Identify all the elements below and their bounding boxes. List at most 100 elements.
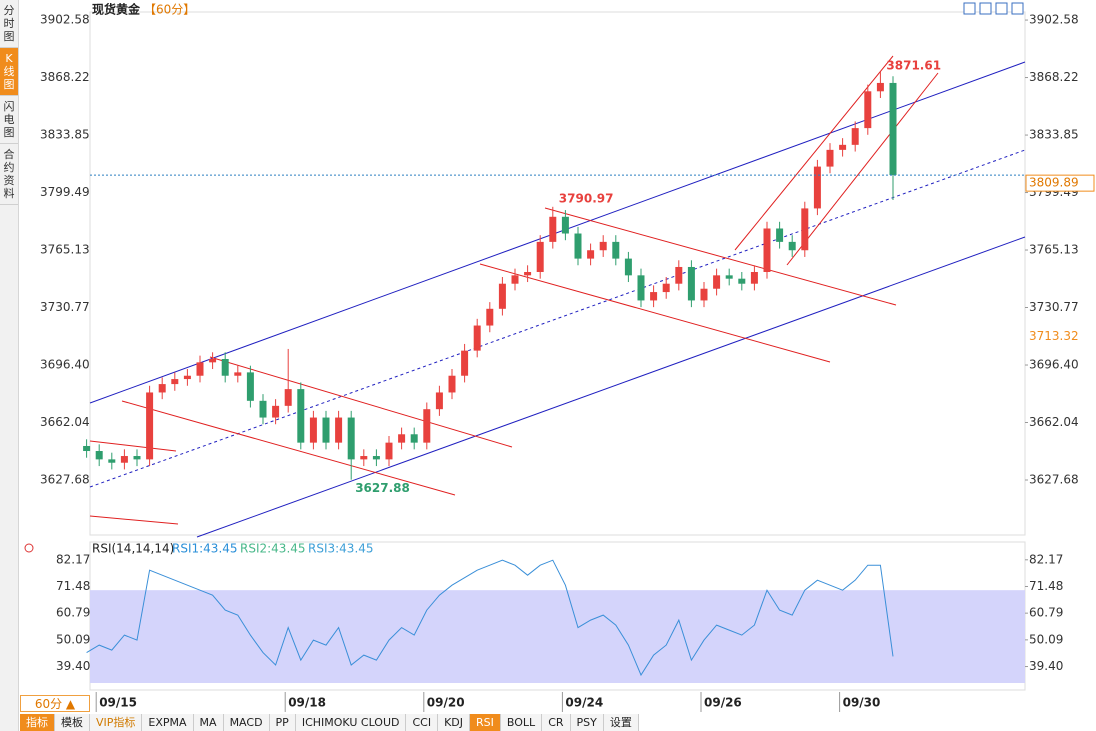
candle-body: [486, 308, 494, 326]
last-price-label: 3809.89: [1029, 176, 1079, 190]
icon-button[interactable]: [995, 2, 1008, 15]
candle-body: [876, 82, 884, 92]
candle-body: [650, 292, 658, 301]
indicator-tab[interactable]: VIP指标: [90, 714, 143, 731]
candle-body: [410, 434, 418, 443]
candle-body: [612, 241, 620, 259]
y-tick-label-right: 3833.85: [1029, 128, 1079, 142]
trend-line: [121, 400, 456, 496]
candle-body: [788, 241, 796, 251]
x-tick-label: 09/26: [704, 696, 742, 710]
candle-body: [372, 456, 380, 460]
y-tick-label: 3730.77: [40, 300, 90, 314]
sidebar-tab[interactable]: 闪电图: [0, 96, 18, 144]
candle-body: [675, 266, 683, 284]
candle-body: [826, 149, 834, 167]
y-tick-label-right: 3765.13: [1029, 243, 1079, 257]
candle-body: [713, 275, 721, 289]
candle-body: [209, 358, 217, 363]
chart-subtitle: 【60分】: [144, 3, 195, 17]
candle-body: [801, 208, 809, 251]
candle-body: [95, 451, 103, 460]
candle-body: [511, 275, 519, 284]
indicator-tab[interactable]: MA: [193, 714, 224, 731]
high-annotation: 3871.61: [886, 58, 941, 72]
low-annotation: 3627.88: [355, 481, 410, 495]
y-tick-label: 3662.04: [40, 415, 90, 429]
candle-body: [813, 166, 821, 209]
candle-body: [108, 459, 116, 463]
chart-title: 现货黄金: [92, 2, 141, 17]
y-tick-label: 3765.13: [40, 243, 90, 257]
y-tick-label-right: 3696.40: [1029, 358, 1079, 372]
trend-line: [89, 61, 1026, 404]
icon-button[interactable]: [963, 2, 976, 15]
sidebar-tab[interactable]: 分时图: [0, 0, 18, 48]
last-price-box: [1025, 174, 1095, 192]
trend-line: [209, 356, 513, 448]
rsi-legend: RSI1:43.45: [172, 542, 238, 556]
candle-body: [183, 375, 191, 380]
candle-body: [473, 325, 481, 351]
candle-body: [398, 434, 406, 443]
x-tick-label: 09/30: [843, 696, 881, 710]
candle-body: [284, 389, 292, 406]
indicator-tab[interactable]: 指标: [20, 714, 55, 731]
rsi-legend: RSI3:43.45: [308, 542, 374, 556]
indicator-tab[interactable]: 模板: [55, 714, 90, 731]
indicator-tab[interactable]: 设置: [603, 714, 639, 731]
candle-body: [423, 409, 431, 443]
high-annotation: 3790.97: [559, 191, 614, 205]
indicator-tab[interactable]: CCI: [406, 714, 439, 731]
marker-price-label: 3713.32: [1029, 329, 1079, 343]
candle-body: [335, 417, 343, 443]
icon-button[interactable]: [979, 2, 992, 15]
y-tick-label: 3627.68: [40, 472, 90, 486]
settings-icon[interactable]: [24, 543, 34, 553]
trend-line: [479, 263, 831, 363]
main-frame: [89, 11, 1026, 536]
candle-body: [435, 392, 443, 410]
indicator-tab[interactable]: PP: [269, 714, 296, 731]
period-selector[interactable]: 60分 ▲: [20, 695, 90, 712]
trend-line: [89, 515, 179, 525]
indicator-tab[interactable]: PSY: [570, 714, 604, 731]
sidebar-tab[interactable]: K线图: [0, 48, 18, 96]
x-tick-label: 09/24: [565, 696, 603, 710]
candle-body: [662, 283, 670, 293]
rsi-y-tick-label: 39.40: [56, 659, 90, 673]
rsi-y-tick-label-right: 39.40: [1029, 659, 1063, 673]
indicator-tab[interactable]: MACD: [223, 714, 270, 731]
y-tick-label: 3868.22: [40, 70, 90, 84]
rsi-y-tick-label: 60.79: [56, 606, 90, 620]
candle-body: [637, 275, 645, 301]
rsi-y-tick-label: 50.09: [56, 632, 90, 646]
indicator-tab[interactable]: KDJ: [438, 714, 471, 731]
toolbar-icons[interactable]: [963, 2, 1024, 15]
indicator-tab[interactable]: CR: [542, 714, 571, 731]
indicator-tab[interactable]: BOLL: [500, 714, 543, 731]
candle-body: [385, 442, 393, 460]
candle-body: [889, 82, 897, 175]
icon-button[interactable]: [1011, 2, 1024, 15]
candle-body: [624, 258, 632, 276]
candle-body: [133, 456, 141, 460]
candle-body: [146, 392, 154, 460]
indicator-tab[interactable]: RSI: [470, 714, 501, 731]
indicator-tab[interactable]: EXPMA: [142, 714, 194, 731]
candle-body: [259, 400, 267, 418]
x-tick-label: 09/15: [99, 696, 137, 710]
candle-body: [221, 358, 229, 376]
candle-body: [561, 216, 569, 234]
x-tick-label: 09/18: [288, 696, 326, 710]
candle-body: [549, 216, 557, 242]
candle-body: [599, 241, 607, 251]
trend-lines: [89, 55, 1026, 538]
trend-line: [89, 440, 177, 452]
y-tick-label: 3799.49: [40, 185, 90, 199]
indicator-tab[interactable]: ICHIMOKU CLOUD: [295, 714, 407, 731]
sidebar-tab[interactable]: 合约资料: [0, 144, 18, 205]
rsi-y-tick-label: 82.17: [56, 552, 90, 566]
y-tick-label-right: 3902.58: [1029, 13, 1079, 27]
